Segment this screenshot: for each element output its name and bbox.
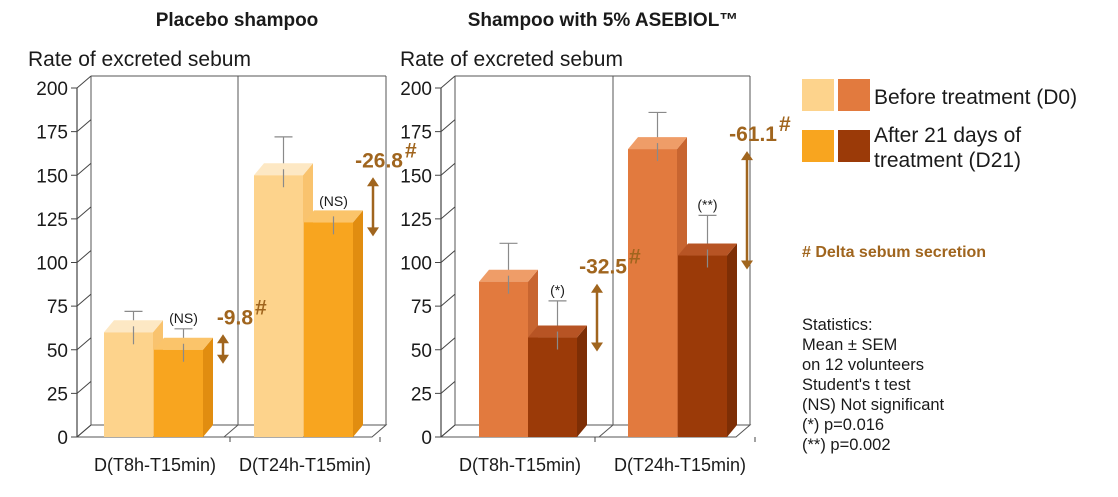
delta-arrow-head-up bbox=[591, 283, 603, 293]
x-tick-label: D(T8h-T15min) bbox=[94, 455, 216, 475]
y-tick-slant bbox=[76, 424, 92, 438]
delta-note: # Delta sebum secretion bbox=[802, 244, 986, 261]
y-tick-slant bbox=[440, 119, 456, 133]
y-tick-label: 200 bbox=[36, 79, 68, 100]
y-tick-slant bbox=[440, 75, 456, 89]
delta-value-label: -32.5 bbox=[579, 256, 627, 279]
y-tick-slant bbox=[440, 380, 456, 394]
y-tick-label: 75 bbox=[47, 297, 68, 318]
y-tick-label: 100 bbox=[36, 254, 68, 275]
y-axis-label: Rate of excreted sebum bbox=[400, 48, 623, 71]
y-tick-label: 175 bbox=[36, 123, 68, 144]
legend: Before treatment (D0) After 21 days of t… bbox=[802, 79, 1077, 172]
delta-arrow-head-up bbox=[367, 177, 379, 187]
floor-divider bbox=[598, 424, 614, 438]
x-tick-label: D(T8h-T15min) bbox=[459, 455, 581, 475]
y-tick-label: 200 bbox=[400, 79, 432, 100]
bar bbox=[678, 255, 727, 437]
stats-line: (NS) Not significant bbox=[802, 396, 945, 414]
delta-symbol: # bbox=[405, 139, 417, 162]
floor-divider bbox=[223, 424, 239, 438]
delta-value-label: -9.8 bbox=[217, 306, 254, 329]
y-tick-slant bbox=[76, 206, 92, 220]
y-tick-label: 25 bbox=[411, 384, 432, 405]
delta-symbol: # bbox=[779, 113, 791, 136]
legend-swatch-after-placebo bbox=[802, 130, 834, 162]
y-tick-label: 125 bbox=[36, 210, 68, 231]
significance-label: (*) bbox=[550, 282, 565, 298]
bar-side bbox=[353, 210, 363, 437]
bar bbox=[628, 149, 677, 437]
delta-symbol: # bbox=[629, 246, 641, 269]
delta-symbol: # bbox=[255, 296, 267, 319]
y-tick-label: 100 bbox=[400, 254, 432, 275]
y-tick-label: 150 bbox=[400, 166, 432, 187]
y-tick-slant bbox=[76, 380, 92, 394]
x-tick-label: D(T24h-T15min) bbox=[614, 455, 746, 475]
legend-label-after-line2: treatment (D21) bbox=[874, 149, 1021, 172]
delta-arrow-head-down bbox=[591, 342, 603, 352]
bar-side bbox=[727, 243, 737, 437]
y-axis-label: Rate of excreted sebum bbox=[28, 48, 251, 71]
chart-panel-1: Placebo shampoo Rate of excreted sebum 0 25… bbox=[28, 10, 417, 475]
legend-label-before: Before treatment (D0) bbox=[874, 86, 1077, 109]
y-tick-label: 125 bbox=[400, 210, 432, 231]
bar bbox=[254, 175, 303, 437]
bar-side bbox=[577, 325, 587, 437]
stats-line: (**) p=0.002 bbox=[802, 436, 891, 454]
y-tick-slant bbox=[76, 162, 92, 176]
stats-line: Statistics: bbox=[802, 316, 873, 334]
legend-swatch-after-asebiol bbox=[838, 130, 870, 162]
significance-label: (NS) bbox=[319, 193, 348, 209]
bar bbox=[104, 332, 153, 437]
y-tick-slant bbox=[76, 293, 92, 307]
bar bbox=[479, 281, 528, 437]
significance-label: (**) bbox=[697, 196, 717, 212]
legend-swatch-before-placebo bbox=[802, 79, 834, 111]
y-tick-label: 25 bbox=[47, 384, 68, 405]
y-tick-label: 50 bbox=[411, 341, 432, 362]
y-tick-slant bbox=[76, 75, 92, 89]
legend-swatch-before-asebiol bbox=[838, 79, 870, 111]
y-tick-label: 50 bbox=[47, 341, 68, 362]
bar bbox=[528, 337, 577, 437]
chart-title: Placebo shampoo bbox=[156, 10, 319, 31]
y-tick-label: 0 bbox=[421, 428, 432, 449]
bar bbox=[154, 349, 203, 437]
delta-arrow-head-down bbox=[217, 354, 229, 364]
delta-arrow-head-down bbox=[367, 227, 379, 237]
y-tick-slant bbox=[440, 206, 456, 220]
y-tick-slant bbox=[440, 424, 456, 438]
y-tick-slant bbox=[76, 250, 92, 263]
y-tick-slant bbox=[76, 119, 92, 133]
bar bbox=[304, 222, 353, 437]
x-tick-label: D(T24h-T15min) bbox=[239, 455, 371, 475]
y-tick-slant bbox=[440, 293, 456, 307]
legend-label-after-line1: After 21 days of bbox=[874, 124, 1021, 147]
y-tick-slant bbox=[440, 162, 456, 176]
significance-label: (NS) bbox=[169, 310, 198, 326]
chart-title: Shampoo with 5% ASEBIOL™ bbox=[468, 10, 739, 31]
stats-line: on 12 volunteers bbox=[802, 356, 924, 374]
y-tick-label: 175 bbox=[400, 123, 432, 144]
y-tick-slant bbox=[76, 337, 92, 351]
delta-arrow-head-up bbox=[217, 334, 229, 344]
y-tick-slant bbox=[440, 250, 456, 263]
delta-value-label: -26.8 bbox=[355, 149, 403, 172]
bar-side bbox=[203, 337, 213, 437]
delta-arrow-head-down bbox=[741, 260, 753, 270]
y-tick-label: 75 bbox=[411, 297, 432, 318]
statistics-block: Statistics: Mean ± SEM on 12 volunteers … bbox=[802, 316, 945, 454]
stats-line: Student's t test bbox=[802, 376, 911, 394]
y-tick-label: 150 bbox=[36, 166, 68, 187]
chart-panel-2: Shampoo with 5% ASEBIOL™ Rate of excreted… bbox=[400, 10, 791, 475]
stats-line: (*) p=0.016 bbox=[802, 416, 884, 434]
delta-arrow-head-up bbox=[741, 151, 753, 161]
y-tick-slant bbox=[440, 337, 456, 351]
delta-value-label: -61.1 bbox=[729, 123, 777, 146]
stats-line: Mean ± SEM bbox=[802, 336, 897, 354]
y-tick-label: 0 bbox=[57, 428, 68, 449]
